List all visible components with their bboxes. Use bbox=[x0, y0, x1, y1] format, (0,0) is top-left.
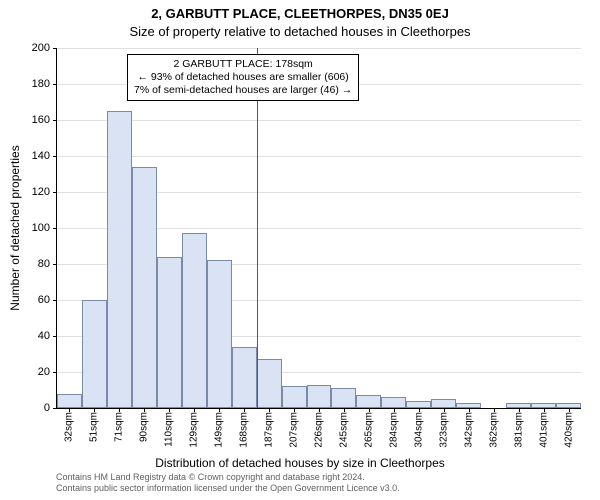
y-tick-mark bbox=[53, 408, 57, 409]
y-tick-mark bbox=[53, 372, 57, 373]
y-tick-label: 80 bbox=[0, 258, 50, 270]
grid-line bbox=[57, 156, 581, 157]
x-tick-label: 51sqm bbox=[89, 412, 100, 442]
x-tick-label: 71sqm bbox=[114, 412, 125, 442]
x-tick-label: 265sqm bbox=[363, 412, 374, 448]
x-tick-label: 304sqm bbox=[413, 412, 424, 448]
y-tick-label: 180 bbox=[0, 78, 50, 90]
x-tick-label: 226sqm bbox=[314, 412, 325, 448]
annotation-line3: 7% of semi-detached houses are larger (4… bbox=[134, 84, 352, 97]
x-tick-label: 168sqm bbox=[239, 412, 250, 448]
x-tick-label: 401sqm bbox=[538, 412, 549, 448]
x-tick-label: 110sqm bbox=[164, 412, 175, 447]
y-tick-label: 160 bbox=[0, 114, 50, 126]
chart-title-main: 2, GARBUTT PLACE, CLEETHORPES, DN35 0EJ bbox=[0, 6, 600, 21]
y-tick-label: 200 bbox=[0, 42, 50, 54]
x-tick-label: 323sqm bbox=[438, 412, 449, 448]
histogram-bar bbox=[57, 394, 82, 408]
y-tick-mark bbox=[53, 300, 57, 301]
x-tick-label: 284sqm bbox=[388, 412, 399, 448]
histogram-bar bbox=[431, 399, 456, 408]
histogram-bar bbox=[331, 388, 356, 408]
x-tick-label: 207sqm bbox=[289, 412, 300, 448]
chart-title-sub: Size of property relative to detached ho… bbox=[0, 24, 600, 39]
histogram-bar bbox=[257, 359, 282, 408]
annotation-line2: ← 93% of detached houses are smaller (60… bbox=[134, 71, 352, 84]
annotation-box: 2 GARBUTT PLACE: 178sqm← 93% of detached… bbox=[127, 54, 359, 101]
x-tick-label: 90sqm bbox=[139, 412, 150, 442]
x-tick-label: 245sqm bbox=[338, 412, 349, 448]
histogram-bar bbox=[82, 300, 107, 408]
annotation-line1: 2 GARBUTT PLACE: 178sqm bbox=[134, 58, 352, 71]
y-tick-mark bbox=[53, 228, 57, 229]
x-tick-label: 32sqm bbox=[64, 412, 75, 442]
histogram-bar bbox=[157, 257, 182, 408]
y-tick-mark bbox=[53, 336, 57, 337]
y-tick-label: 40 bbox=[0, 330, 50, 342]
grid-line bbox=[57, 48, 581, 49]
x-axis-label: Distribution of detached houses by size … bbox=[0, 456, 600, 470]
y-tick-mark bbox=[53, 192, 57, 193]
y-tick-label: 0 bbox=[0, 402, 50, 414]
footer-line1: Contains HM Land Registry data © Crown c… bbox=[56, 472, 400, 483]
histogram-bar bbox=[107, 111, 132, 408]
x-tick-label: 129sqm bbox=[189, 412, 200, 448]
reference-line bbox=[257, 48, 258, 408]
x-tick-label: 362sqm bbox=[488, 412, 499, 448]
histogram-bar bbox=[232, 347, 257, 408]
histogram-bar bbox=[207, 260, 232, 408]
y-tick-mark bbox=[53, 264, 57, 265]
x-tick-label: 149sqm bbox=[214, 412, 225, 448]
histogram-bar bbox=[132, 167, 157, 408]
y-tick-mark bbox=[53, 48, 57, 49]
grid-line bbox=[57, 120, 581, 121]
y-tick-label: 60 bbox=[0, 294, 50, 306]
x-tick-label: 420sqm bbox=[563, 412, 574, 448]
y-tick-mark bbox=[53, 84, 57, 85]
y-tick-label: 120 bbox=[0, 186, 50, 198]
histogram-bar bbox=[356, 395, 381, 408]
y-tick-mark bbox=[53, 156, 57, 157]
plot-area: 32sqm51sqm71sqm90sqm110sqm129sqm149sqm16… bbox=[56, 48, 581, 409]
histogram-bar bbox=[282, 386, 307, 408]
histogram-bar bbox=[307, 385, 332, 408]
histogram-bar bbox=[406, 401, 431, 408]
chart-container: 2, GARBUTT PLACE, CLEETHORPES, DN35 0EJ … bbox=[0, 0, 600, 500]
footer-attribution: Contains HM Land Registry data © Crown c… bbox=[56, 472, 400, 494]
x-tick-label: 187sqm bbox=[264, 412, 275, 448]
y-tick-label: 140 bbox=[0, 150, 50, 162]
histogram-bar bbox=[381, 397, 406, 408]
y-tick-mark bbox=[53, 120, 57, 121]
x-tick-label: 342sqm bbox=[463, 412, 474, 448]
histogram-bar bbox=[182, 233, 207, 408]
footer-line2: Contains public sector information licen… bbox=[56, 483, 400, 494]
x-tick-label: 381sqm bbox=[513, 412, 524, 448]
y-tick-label: 100 bbox=[0, 222, 50, 234]
y-tick-label: 20 bbox=[0, 366, 50, 378]
